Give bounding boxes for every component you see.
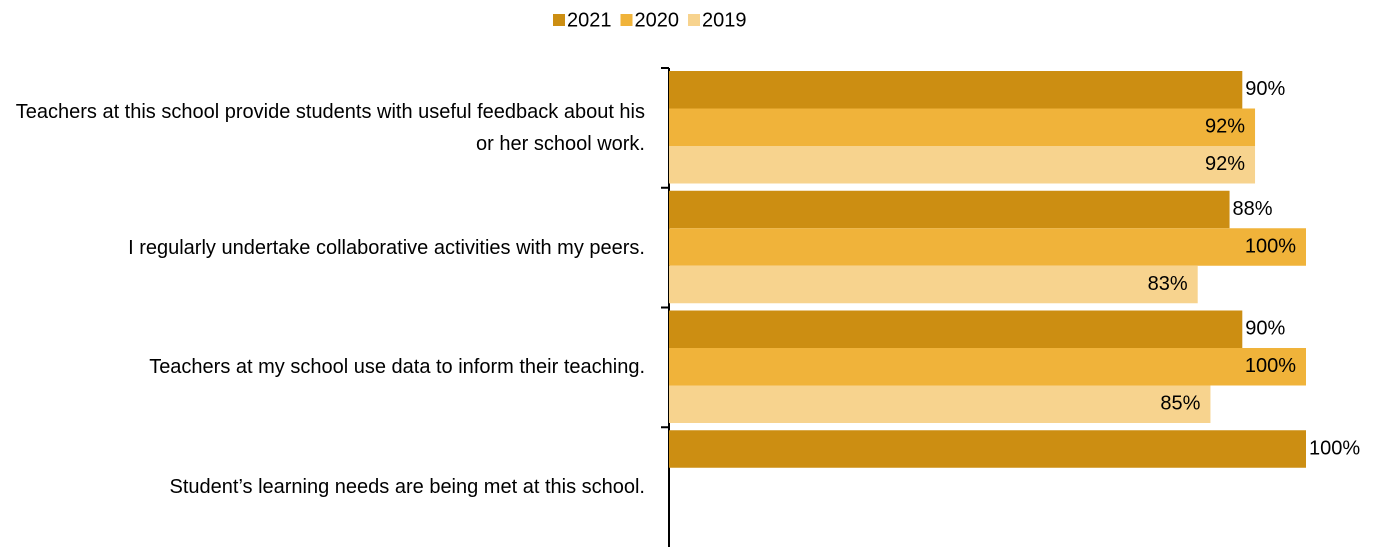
legend-label: 2021 [567, 9, 612, 31]
legend-label: 2019 [702, 9, 747, 31]
bar [669, 108, 1256, 146]
bar [669, 348, 1306, 386]
bar [669, 228, 1306, 266]
bar [669, 71, 1243, 109]
value-label: 83% [1148, 273, 1188, 295]
bar [669, 310, 1243, 348]
category-label: Teachers at this school provide students… [15, 100, 645, 155]
value-label: 90% [1245, 78, 1285, 100]
category-label: Student’s learning needs are being met a… [169, 476, 646, 499]
value-label: 100% [1309, 437, 1360, 459]
legend-label: 2020 [635, 9, 680, 31]
value-label: 88% [1233, 198, 1273, 220]
legend-swatch [620, 14, 633, 26]
category-label: Teachers at my school use data to inform… [149, 356, 645, 379]
bar [669, 190, 1230, 229]
value-label: 100% [1245, 235, 1296, 257]
legend-swatch [553, 14, 565, 26]
bar [669, 385, 1211, 423]
legend-swatch [688, 14, 700, 26]
category-label: I regularly undertake collaborative acti… [128, 236, 645, 259]
value-label: 92% [1205, 116, 1245, 138]
value-label: 92% [1205, 153, 1245, 175]
value-label: 85% [1160, 393, 1200, 415]
bar [669, 146, 1256, 184]
value-label: 90% [1245, 318, 1285, 340]
bar [669, 430, 1306, 468]
bar [669, 265, 1198, 304]
value-label: 100% [1245, 355, 1296, 377]
